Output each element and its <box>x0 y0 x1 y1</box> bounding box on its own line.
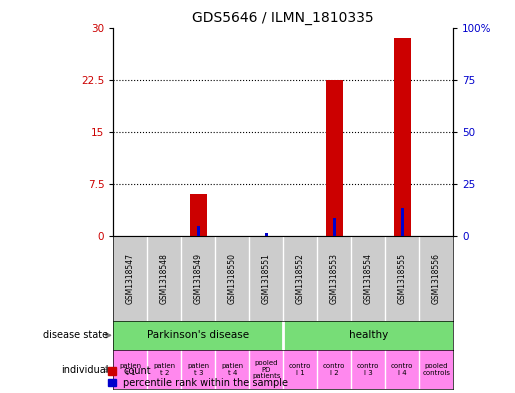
Text: GSM1318549: GSM1318549 <box>194 253 203 304</box>
Text: GSM1318547: GSM1318547 <box>126 253 135 304</box>
Text: patien
t 4: patien t 4 <box>221 363 243 376</box>
Text: contro
l 3: contro l 3 <box>357 363 380 376</box>
Bar <box>325 80 343 236</box>
Text: contro
l 1: contro l 1 <box>289 363 312 376</box>
Text: GSM1318548: GSM1318548 <box>160 253 169 304</box>
Text: GSM1318553: GSM1318553 <box>330 253 339 304</box>
Bar <box>265 233 268 236</box>
Text: patien
t 3: patien t 3 <box>187 363 209 376</box>
Text: GSM1318551: GSM1318551 <box>262 253 271 304</box>
Title: GDS5646 / ILMN_1810335: GDS5646 / ILMN_1810335 <box>193 11 374 25</box>
Text: contro
l 4: contro l 4 <box>391 363 414 376</box>
Text: pooled
PD
patients: pooled PD patients <box>252 360 281 379</box>
Legend: count, percentile rank within the sample: count, percentile rank within the sample <box>108 366 288 388</box>
Bar <box>190 194 207 236</box>
Text: Parkinson's disease: Parkinson's disease <box>147 331 249 340</box>
Text: contro
l 2: contro l 2 <box>323 363 346 376</box>
Bar <box>113 321 283 350</box>
Text: disease state: disease state <box>43 331 108 340</box>
Text: GSM1318556: GSM1318556 <box>432 253 441 304</box>
Bar <box>393 38 410 236</box>
Text: GSM1318550: GSM1318550 <box>228 253 237 304</box>
Text: GSM1318554: GSM1318554 <box>364 253 373 304</box>
Text: patien
t 2: patien t 2 <box>153 363 175 376</box>
Text: GSM1318552: GSM1318552 <box>296 253 305 304</box>
Bar <box>333 218 336 236</box>
Bar <box>283 321 453 350</box>
Text: individual: individual <box>61 365 108 375</box>
Text: pooled
controls: pooled controls <box>422 363 450 376</box>
Text: patien
t 1: patien t 1 <box>119 363 141 376</box>
Bar <box>197 226 200 236</box>
Text: healthy: healthy <box>349 331 388 340</box>
Text: GSM1318555: GSM1318555 <box>398 253 407 304</box>
Bar <box>401 208 404 236</box>
